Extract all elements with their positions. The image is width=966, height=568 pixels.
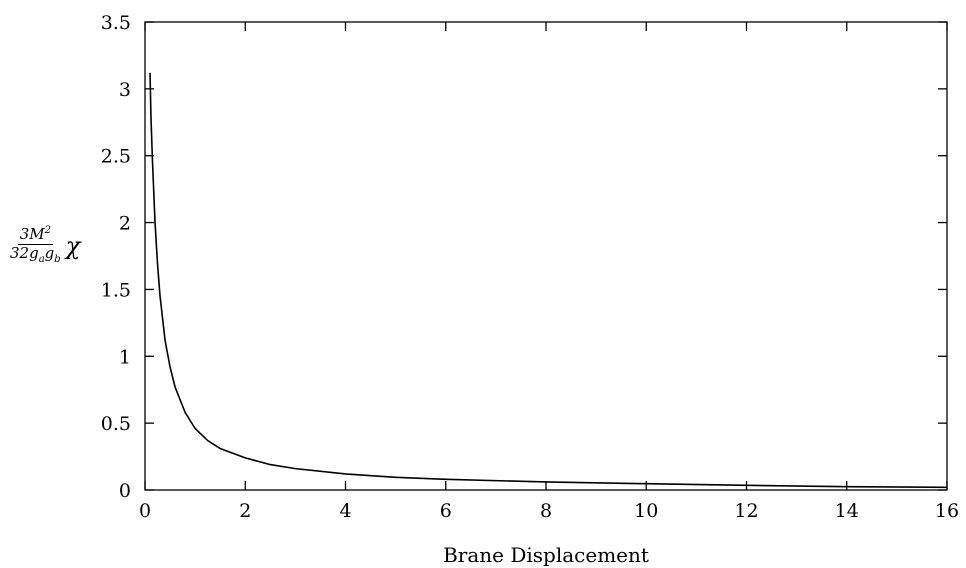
x-tick-label: 12 [734, 500, 758, 522]
y-tick-label: 2.5 [101, 146, 131, 168]
y-tick-label: 1.5 [101, 279, 131, 301]
x-tick-label: 6 [440, 500, 452, 522]
y-tick-label: 2 [119, 213, 131, 235]
y-axis-label-symbol: χ [65, 231, 81, 260]
x-tick-label: 10 [634, 500, 658, 522]
x-tick-label: 4 [339, 500, 351, 522]
x-tick-label: 16 [935, 500, 959, 522]
y-tick-label: 3 [119, 79, 131, 101]
plot-frame [144, 21, 948, 491]
y-tick-label: 0.5 [101, 413, 131, 435]
y-tick-label: 0 [119, 480, 131, 502]
y-axis-label: 3M2 32gagb χ [8, 225, 81, 265]
y-axis-label-fraction: 3M2 32gagb [10, 225, 61, 265]
x-tick-label: 14 [835, 500, 859, 522]
series-line [149, 72, 948, 489]
y-tick-label: 3.5 [101, 12, 131, 34]
y-tick-label: 1 [119, 346, 131, 368]
x-axis-label: Brane Displacement [443, 543, 649, 567]
x-tick-label: 8 [540, 500, 552, 522]
x-tick-label: 2 [239, 500, 251, 522]
x-tick-label: 0 [139, 500, 151, 522]
